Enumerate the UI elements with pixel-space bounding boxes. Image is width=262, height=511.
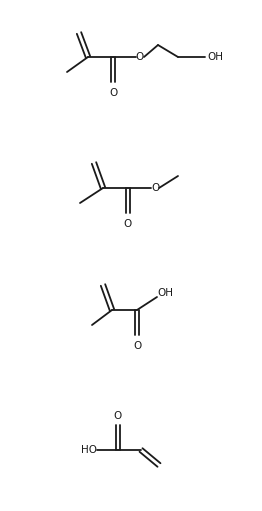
Text: HO: HO xyxy=(81,445,97,455)
Text: O: O xyxy=(151,183,159,193)
Text: O: O xyxy=(109,88,117,98)
Text: O: O xyxy=(133,341,141,351)
Text: O: O xyxy=(136,52,144,62)
Text: O: O xyxy=(124,219,132,229)
Text: O: O xyxy=(114,411,122,421)
Text: OH: OH xyxy=(157,288,173,298)
Text: OH: OH xyxy=(207,52,223,62)
